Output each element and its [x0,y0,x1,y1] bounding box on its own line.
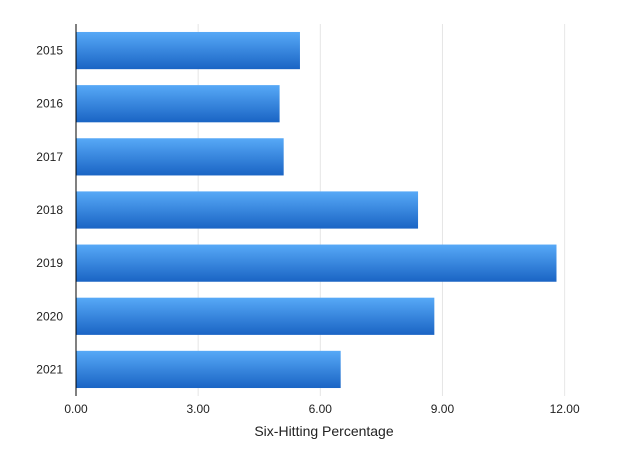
bar-2020 [76,297,435,335]
x-axis-title: Six-Hitting Percentage [254,423,394,439]
x-tick-label: 6.00 [309,402,333,416]
y-tick-label: 2019 [36,256,63,270]
bar-2019 [76,244,557,282]
bar-2017 [76,138,284,176]
x-tick-label: 0.00 [64,402,88,416]
y-tick-label: 2016 [36,97,63,111]
bar-2016 [76,85,280,123]
labels: 0.00 3.00 6.00 9.00 12.00 2015 2016 2017 2018 201… [36,44,580,416]
x-tick-label: 3.00 [186,402,210,416]
x-tick-label: 12.00 [550,402,580,416]
y-tick-label: 2018 [36,203,63,217]
y-tick-label: 2020 [36,309,63,323]
bar-2015 [76,31,300,70]
y-tick-label: 2021 [36,362,63,376]
y-tick-label: 2017 [36,150,63,164]
bar-2021 [76,350,341,389]
x-tick-label: 9.00 [431,402,455,416]
bar-2018 [76,191,419,229]
bars [76,31,557,389]
y-tick-label: 2015 [36,44,63,58]
